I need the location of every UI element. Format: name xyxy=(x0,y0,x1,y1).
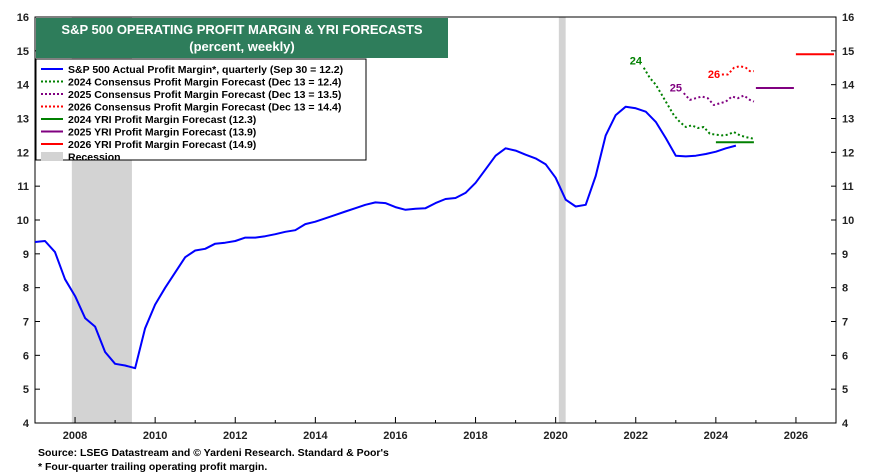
series-lines xyxy=(34,53,834,370)
y-tick-label-left: 15 xyxy=(17,46,29,58)
y-tick-label-right: 16 xyxy=(842,12,854,24)
y-tick-label-right: 11 xyxy=(842,181,854,193)
x-tick-label: 2018 xyxy=(463,430,487,442)
legend-label-6: 2026 YRI Profit Margin Forecast (14.9) xyxy=(68,139,256,151)
y-tick-label-left: 4 xyxy=(23,418,30,430)
axis-ticks: 4 4 5 5 6 6 7 7 8 8 9 9 10 10 11 11 12 12 13 13 14 14 15 15 16 16… xyxy=(17,12,855,442)
y-tick-label-left: 7 xyxy=(23,317,29,329)
series-line-3 xyxy=(721,65,754,76)
chart-title-box: S&P 500 OPERATING PROFIT MARGIN & YRI FO… xyxy=(36,18,448,58)
chart-title: S&P 500 OPERATING PROFIT MARGIN & YRI FO… xyxy=(61,22,422,37)
x-tick-label: 2010 xyxy=(143,430,167,442)
x-tick-label: 2012 xyxy=(223,430,247,442)
x-tick-label: 2016 xyxy=(383,430,407,442)
legend-swatch-7 xyxy=(41,152,63,161)
annotation-label-24: 24 xyxy=(630,55,643,67)
y-tick-label-right: 8 xyxy=(842,283,848,295)
x-tick-label: 2008 xyxy=(63,430,87,442)
footnote: * Four-quarter trailing operating profit… xyxy=(38,461,268,473)
y-tick-label-left: 9 xyxy=(23,249,29,261)
series-line-0 xyxy=(34,105,737,370)
y-tick-label-right: 6 xyxy=(842,350,848,362)
y-tick-label-right: 4 xyxy=(842,418,849,430)
x-tick-label: 2014 xyxy=(303,430,328,442)
legend-label-0: S&P 500 Actual Profit Margin*, quarterly… xyxy=(68,64,343,76)
source-note: Source: LSEG Datastream and © Yardeni Re… xyxy=(38,447,389,459)
y-tick-label-left: 10 xyxy=(17,215,29,227)
y-tick-label-right: 13 xyxy=(842,114,854,126)
y-tick-label-left: 11 xyxy=(17,181,29,193)
y-tick-label-left: 5 xyxy=(23,384,29,396)
y-tick-label-right: 15 xyxy=(842,46,854,58)
y-tick-label-left: 13 xyxy=(17,114,29,126)
y-tick-label-left: 6 xyxy=(23,350,29,362)
y-tick-label-right: 14 xyxy=(842,80,855,92)
x-tick-label: 2026 xyxy=(784,430,808,442)
series-line-2 xyxy=(683,92,755,106)
legend-label-2: 2025 Consensus Profit Margin Forecast (D… xyxy=(68,89,341,101)
x-tick-label: 2022 xyxy=(624,430,648,442)
legend-label-5: 2025 YRI Profit Margin Forecast (13.9) xyxy=(68,127,256,139)
y-tick-label-left: 16 xyxy=(17,12,29,24)
annotations: 24 25 26 xyxy=(630,55,720,94)
legend-label-3: 2026 Consensus Profit Margin Forecast (D… xyxy=(68,102,341,114)
title-background xyxy=(36,18,448,58)
legend: S&P 500 Actual Profit Margin*, quarterly… xyxy=(35,58,367,164)
x-tick-label: 2024 xyxy=(704,430,729,442)
y-tick-label-right: 9 xyxy=(842,249,848,261)
legend-box xyxy=(35,58,367,161)
y-tick-label-right: 7 xyxy=(842,317,848,329)
y-tick-label-left: 14 xyxy=(17,80,30,92)
y-tick-label-right: 5 xyxy=(842,384,848,396)
y-tick-label-right: 10 xyxy=(842,215,854,227)
legend-label-4: 2024 YRI Profit Margin Forecast (12.3) xyxy=(68,114,256,126)
y-tick-label-left: 8 xyxy=(23,283,29,295)
chart-subtitle: (percent, weekly) xyxy=(189,39,295,54)
y-tick-label-left: 12 xyxy=(17,147,29,159)
x-tick-label: 2020 xyxy=(543,430,567,442)
annotation-label-26: 26 xyxy=(708,69,720,81)
legend-label-7: Recession xyxy=(68,152,121,164)
y-tick-label-right: 12 xyxy=(842,147,854,159)
recession-band-1 xyxy=(558,17,566,423)
legend-label-1: 2024 Consensus Profit Margin Forecast (D… xyxy=(68,77,341,89)
series-line-1 xyxy=(642,67,755,140)
annotation-label-25: 25 xyxy=(670,82,682,94)
